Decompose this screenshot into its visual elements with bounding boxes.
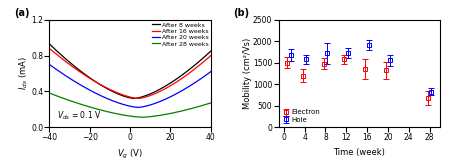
After 28 weeks [208,102,214,104]
After 8 weeks [124,96,130,98]
After 8 weeks [179,74,185,76]
After 16 weeks [47,47,52,49]
After 8 weeks [143,95,149,97]
After 16 weeks [179,77,185,79]
After 28 weeks [179,110,185,112]
After 16 weeks [134,97,140,99]
Y-axis label: $I_{ds}$ (mA): $I_{ds}$ (mA) [17,56,30,90]
Y-axis label: Mobility (cm²/Vs): Mobility (cm²/Vs) [242,38,251,109]
After 20 weeks [179,90,185,92]
After 28 weeks [124,115,130,117]
After 16 weeks [124,95,130,97]
After 20 weeks [205,73,210,75]
After 20 weeks [123,104,129,106]
After 20 weeks [124,104,130,106]
After 20 weeks [143,105,149,107]
Line: After 20 weeks: After 20 weeks [49,65,211,107]
After 8 weeks [208,50,214,52]
After 8 weeks [205,53,210,55]
After 16 weeks [143,96,149,98]
After 20 weeks [208,71,214,73]
After 16 weeks [205,58,210,60]
After 8 weeks [132,98,137,99]
After 20 weeks [134,106,140,108]
After 28 weeks [134,116,140,118]
After 16 weeks [208,55,214,57]
After 28 weeks [143,116,149,118]
X-axis label: $V_g$ (V): $V_g$ (V) [117,148,143,161]
After 28 weeks [47,92,52,94]
After 16 weeks [123,95,129,97]
X-axis label: Time (week): Time (week) [333,148,385,157]
Legend: Electron, Hole: Electron, Hole [282,109,321,124]
After 8 weeks [47,43,52,45]
Text: (a): (a) [14,8,29,17]
Line: After 16 weeks: After 16 weeks [49,48,211,99]
After 28 weeks [140,116,145,118]
After 20 weeks [47,64,52,66]
Line: After 28 weeks: After 28 weeks [49,93,211,117]
Text: $V_{ds}$ = 0.1 V: $V_{ds}$ = 0.1 V [57,109,102,122]
Text: (b): (b) [233,8,250,17]
After 16 weeks [135,98,141,99]
After 8 weeks [134,97,140,99]
Line: After 8 weeks: After 8 weeks [49,44,211,99]
After 28 weeks [123,115,129,116]
After 8 weeks [123,96,129,98]
After 28 weeks [205,103,210,105]
After 20 weeks [135,106,141,108]
Legend: After 8 weeks, After 16 weeks, After 20 weeks, After 28 weeks: After 8 weeks, After 16 weeks, After 20 … [152,22,209,47]
